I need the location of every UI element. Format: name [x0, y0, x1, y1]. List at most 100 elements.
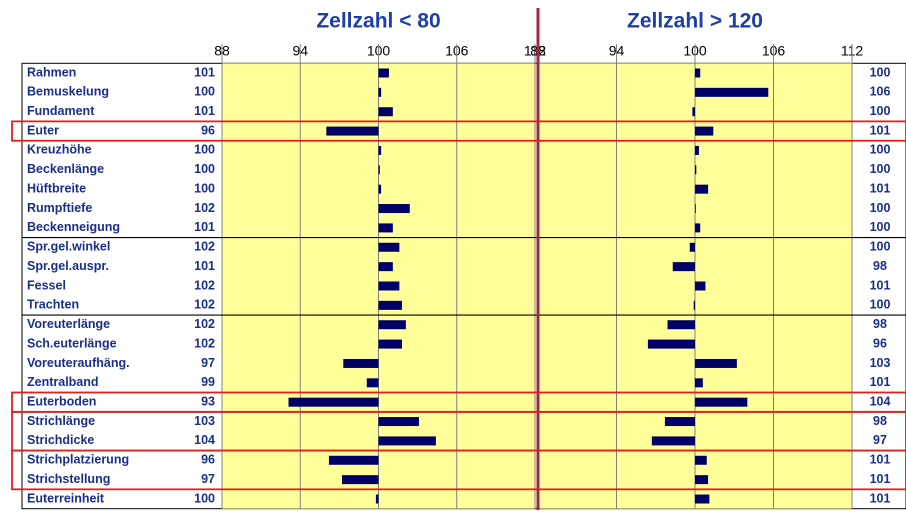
- row-label: Hüftbreite: [27, 181, 86, 195]
- bar: [341, 475, 379, 485]
- bar: [378, 300, 402, 310]
- bar: [667, 320, 695, 330]
- value-label: 100: [194, 491, 215, 505]
- row-label: Bemuskelung: [27, 85, 109, 99]
- row-label: Beckenneigung: [27, 220, 120, 234]
- value-label: 106: [870, 85, 891, 99]
- bar: [695, 165, 697, 175]
- value-label: 100: [870, 240, 891, 254]
- value-label: 101: [870, 453, 891, 467]
- row-label: Fundament: [27, 104, 95, 118]
- highlight-box: [11, 120, 906, 142]
- bar: [664, 417, 695, 427]
- value-label: 93: [201, 394, 215, 408]
- bar: [343, 358, 379, 368]
- bar: [378, 436, 436, 446]
- bar: [695, 494, 710, 504]
- value-label: 100: [194, 162, 215, 176]
- value-label: 101: [194, 259, 215, 273]
- bar: [378, 87, 382, 97]
- chart-title: Zellzahl > 120: [627, 10, 763, 33]
- bar: [695, 204, 696, 214]
- bar: [378, 262, 393, 272]
- bar: [695, 358, 737, 368]
- value-label: 100: [870, 104, 891, 118]
- bar: [695, 184, 709, 194]
- row-label: Fessel: [27, 278, 66, 292]
- row-label: Beckenlänge: [27, 162, 104, 176]
- row-label: Rahmen: [27, 65, 76, 79]
- bar: [378, 145, 382, 155]
- value-label: 102: [194, 201, 215, 215]
- value-label: 100: [870, 162, 891, 176]
- row-label: Voreuterlänge: [27, 317, 110, 331]
- value-label: 101: [194, 104, 215, 118]
- bar: [672, 262, 695, 272]
- value-label: 99: [201, 375, 215, 389]
- value-label: 104: [194, 433, 215, 447]
- bar: [378, 320, 406, 330]
- row-label: Zentralband: [27, 375, 99, 389]
- bar: [695, 87, 769, 97]
- row-label: Euterboden: [27, 394, 96, 408]
- bar: [695, 378, 703, 388]
- value-label: 97: [201, 356, 215, 370]
- bar: [378, 184, 382, 194]
- value-label: 100: [870, 201, 891, 215]
- bar: [378, 242, 400, 252]
- bar: [378, 339, 402, 349]
- row-label: Euter: [27, 123, 59, 137]
- bar: [378, 417, 419, 427]
- value-label: 101: [870, 491, 891, 505]
- bar: [695, 397, 748, 407]
- value-label: 102: [194, 317, 215, 331]
- value-label: 100: [870, 298, 891, 312]
- bar: [651, 436, 695, 446]
- bar: [695, 475, 709, 485]
- row-label: Spr.gel.auspr.: [27, 259, 109, 273]
- value-label: 96: [201, 453, 215, 467]
- value-label: 102: [194, 278, 215, 292]
- value-label: 98: [873, 414, 887, 428]
- bar: [378, 281, 400, 291]
- bar: [375, 494, 379, 504]
- value-label: 100: [870, 65, 891, 79]
- value-label: 100: [194, 143, 215, 157]
- value-label: 101: [870, 123, 891, 137]
- bar: [695, 455, 707, 465]
- row-label: Euterreinheit: [27, 491, 105, 505]
- bar: [695, 145, 699, 155]
- row-label: Strichstellung: [27, 472, 110, 486]
- bar: [288, 397, 379, 407]
- bar: [366, 378, 379, 388]
- value-label: 102: [194, 298, 215, 312]
- row-label: Strichplatzierung: [27, 453, 129, 467]
- bar: [695, 126, 714, 136]
- value-label: 104: [870, 394, 891, 408]
- row-label: Trachten: [27, 298, 79, 312]
- highlight-box: [11, 449, 906, 491]
- chart-title: Zellzahl < 80: [316, 10, 440, 33]
- bar: [326, 126, 379, 136]
- value-label: 98: [873, 317, 887, 331]
- value-label: 97: [201, 472, 215, 486]
- bar: [695, 68, 701, 78]
- bar: [689, 242, 695, 252]
- bar: [378, 223, 393, 233]
- value-label: 100: [870, 220, 891, 234]
- value-label: 101: [194, 65, 215, 79]
- bar: [695, 223, 701, 233]
- value-label: 100: [194, 181, 215, 195]
- row-label: Strichlänge: [27, 414, 95, 428]
- bar: [695, 281, 706, 291]
- value-label: 103: [870, 356, 891, 370]
- bar: [378, 107, 393, 117]
- bar: [692, 107, 695, 117]
- bar: [693, 300, 695, 310]
- bar: [378, 165, 380, 175]
- value-label: 101: [870, 181, 891, 195]
- value-label: 96: [873, 336, 887, 350]
- value-label: 96: [201, 123, 215, 137]
- value-label: 101: [194, 220, 215, 234]
